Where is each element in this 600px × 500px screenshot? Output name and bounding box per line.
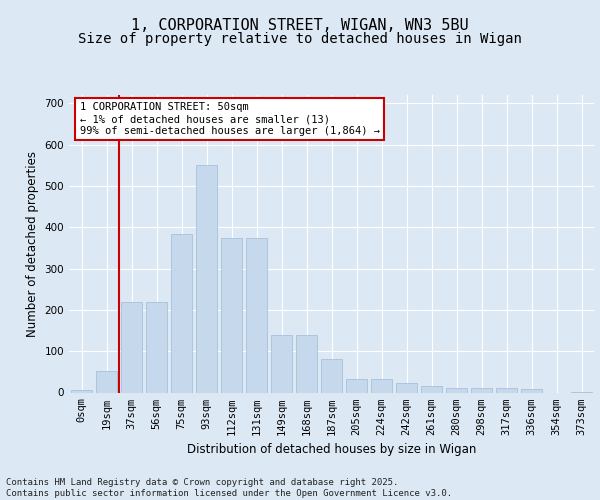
Bar [296,334,317,392]
Bar [221,238,242,392]
Bar [471,388,492,392]
Bar [171,234,192,392]
X-axis label: Distribution of detached houses by size in Wigan: Distribution of detached houses by size … [187,443,476,456]
Bar [96,371,117,392]
Bar [146,302,167,392]
Bar [121,302,142,392]
Text: 1 CORPORATION STREET: 50sqm
← 1% of detached houses are smaller (13)
99% of semi: 1 CORPORATION STREET: 50sqm ← 1% of deta… [79,102,380,136]
Text: Size of property relative to detached houses in Wigan: Size of property relative to detached ho… [78,32,522,46]
Bar [421,386,442,392]
Bar [496,388,517,392]
Bar [71,390,92,392]
Text: Contains HM Land Registry data © Crown copyright and database right 2025.
Contai: Contains HM Land Registry data © Crown c… [6,478,452,498]
Bar [371,379,392,392]
Bar [446,388,467,392]
Bar [346,379,367,392]
Bar [521,389,542,392]
Bar [246,238,267,392]
Y-axis label: Number of detached properties: Number of detached properties [26,151,39,337]
Bar [321,360,342,392]
Bar [196,165,217,392]
Bar [396,384,417,392]
Bar [271,334,292,392]
Text: 1, CORPORATION STREET, WIGAN, WN3 5BU: 1, CORPORATION STREET, WIGAN, WN3 5BU [131,18,469,32]
